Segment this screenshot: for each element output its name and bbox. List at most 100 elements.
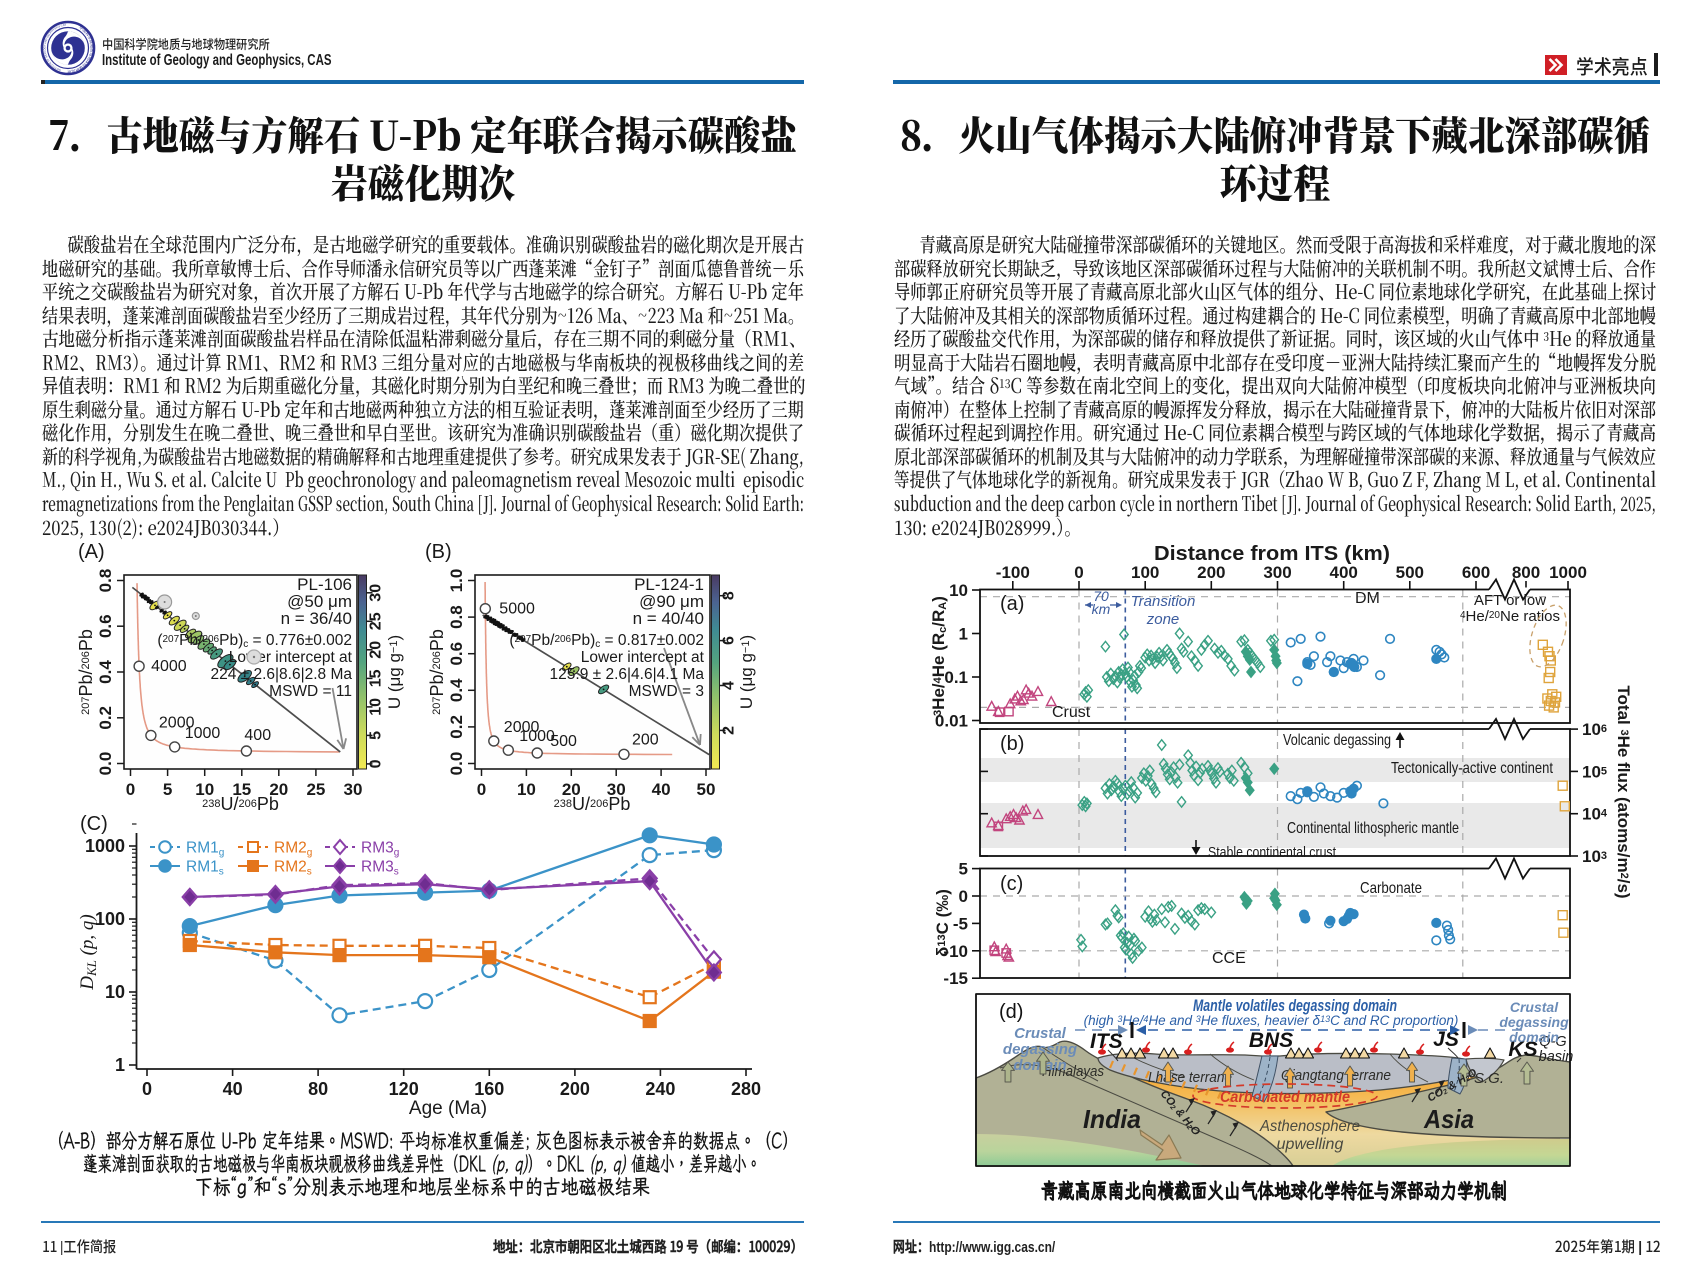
svg-text:India: India bbox=[1083, 1104, 1141, 1134]
svg-text:0.2: 0.2 bbox=[447, 715, 466, 739]
svg-text:Continental lithospheric mantl: Continental lithospheric mantle bbox=[1287, 820, 1459, 837]
svg-text:RM2g: RM2g bbox=[274, 840, 312, 859]
svg-text:0: 0 bbox=[368, 759, 385, 768]
svg-text:Age (Ma): Age (Ma) bbox=[409, 1098, 487, 1119]
svg-text:4000: 4000 bbox=[151, 658, 187, 675]
svg-text:Asia: Asia bbox=[1423, 1104, 1474, 1134]
svg-text:10: 10 bbox=[368, 698, 385, 716]
svg-text:(a): (a) bbox=[1000, 593, 1024, 615]
svg-text:80: 80 bbox=[308, 1079, 328, 1099]
svg-text:0: 0 bbox=[959, 887, 968, 906]
svg-text:3He/4He (Rc/RA): 3He/4He (Rc/RA) bbox=[930, 596, 949, 716]
svg-text:RM1g: RM1g bbox=[186, 840, 224, 859]
svg-text:RM2s: RM2s bbox=[274, 859, 312, 878]
svg-text:50: 50 bbox=[697, 780, 716, 799]
svg-text:DKL (p, q): DKL (p, q) bbox=[77, 914, 99, 991]
svg-text:Mantle volatiles degassing dom: Mantle volatiles degassing domain bbox=[1193, 997, 1397, 1015]
svg-text:0.6: 0.6 bbox=[447, 642, 466, 666]
svg-text:280: 280 bbox=[731, 1079, 761, 1099]
svg-text:10: 10 bbox=[195, 780, 214, 799]
svg-text:(b): (b) bbox=[1000, 733, 1024, 755]
svg-text:Volcanic degassing: Volcanic degassing bbox=[1283, 732, 1391, 749]
svg-text:40: 40 bbox=[223, 1079, 243, 1099]
svg-text:PL-106: PL-106 bbox=[297, 575, 352, 594]
svg-text:10: 10 bbox=[105, 982, 125, 1002]
svg-text:zone: zone bbox=[1146, 611, 1180, 628]
svg-text:238U/206Pb: 238U/206Pb bbox=[554, 794, 631, 814]
svg-text:(207Pb/206Pb)c = 0.776±0.002: (207Pb/206Pb)c = 0.776±0.002 bbox=[157, 632, 352, 650]
svg-text:0.0: 0.0 bbox=[447, 752, 466, 776]
svg-text:0.4: 0.4 bbox=[447, 678, 466, 702]
svg-text:1000: 1000 bbox=[185, 725, 221, 742]
svg-text:5: 5 bbox=[959, 860, 968, 879]
svg-text:1: 1 bbox=[959, 625, 968, 644]
svg-text:105: 105 bbox=[1582, 762, 1607, 781]
svg-text:domain: domain bbox=[1509, 1029, 1559, 1045]
svg-text:upwelling: upwelling bbox=[1277, 1136, 1344, 1153]
svg-text:n = 36/40: n = 36/40 bbox=[281, 609, 352, 628]
svg-text:0.1: 0.1 bbox=[944, 668, 968, 687]
svg-text:2000: 2000 bbox=[504, 719, 540, 736]
svg-text:Asthenosphere: Asthenosphere bbox=[1259, 1118, 1360, 1135]
svg-text:Total 3He flux (atoms/m2/s): Total 3He flux (atoms/m2/s) bbox=[1614, 685, 1633, 898]
svg-text:1000: 1000 bbox=[85, 836, 125, 856]
svg-text:15: 15 bbox=[368, 669, 385, 687]
svg-text:6: 6 bbox=[721, 636, 738, 645]
svg-text:500: 500 bbox=[1396, 563, 1424, 582]
svg-text:CCE: CCE bbox=[1212, 950, 1246, 967]
svg-text:25: 25 bbox=[306, 780, 325, 799]
svg-text:120: 120 bbox=[389, 1079, 419, 1099]
svg-text:Carbonate: Carbonate bbox=[1360, 880, 1422, 897]
svg-text:basin: basin bbox=[1539, 1049, 1574, 1065]
svg-text:RM3g: RM3g bbox=[361, 840, 399, 859]
svg-text:240: 240 bbox=[645, 1079, 675, 1099]
svg-text:MSWD = 3: MSWD = 3 bbox=[629, 683, 704, 700]
svg-text:degassing: degassing bbox=[1499, 1014, 1569, 1030]
svg-text:@90 μm: @90 μm bbox=[639, 592, 704, 611]
svg-text:224 ± 2.6|8.6|2.8 Ma: 224 ± 2.6|8.6|2.8 Ma bbox=[210, 666, 352, 683]
svg-text:103: 103 bbox=[1582, 847, 1607, 866]
svg-text:4: 4 bbox=[721, 681, 738, 690]
svg-text:104: 104 bbox=[1582, 805, 1608, 824]
svg-text:300: 300 bbox=[1263, 563, 1291, 582]
svg-text:-10: -10 bbox=[943, 942, 968, 961]
svg-text:DM: DM bbox=[1355, 590, 1380, 607]
svg-text:125.9 ± 2.6|4.6|4.1 Ma: 125.9 ± 2.6|4.6|4.1 Ma bbox=[550, 666, 705, 683]
svg-text:0: 0 bbox=[126, 780, 135, 799]
svg-text:RM1s: RM1s bbox=[186, 859, 224, 878]
svg-text:0: 0 bbox=[142, 1079, 152, 1099]
svg-text:0.8: 0.8 bbox=[447, 605, 466, 629]
svg-text:n = 40/40: n = 40/40 bbox=[633, 609, 704, 628]
svg-text:U (μg g−1): U (μg g−1) bbox=[737, 635, 756, 709]
svg-text:5: 5 bbox=[368, 731, 385, 740]
svg-text:Stable continental crust: Stable continental crust bbox=[1208, 844, 1337, 861]
svg-text:Crustal: Crustal bbox=[1014, 1025, 1067, 1042]
svg-text:200: 200 bbox=[632, 731, 659, 748]
svg-text:0.0: 0.0 bbox=[96, 752, 115, 776]
svg-text:MSWD = 11: MSWD = 11 bbox=[269, 683, 352, 700]
svg-text:-5: -5 bbox=[953, 914, 968, 933]
svg-text:100: 100 bbox=[95, 909, 125, 929]
svg-text:U (μg g−1): U (μg g−1) bbox=[385, 635, 404, 709]
svg-text:δ13C (‰): δ13C (‰) bbox=[933, 889, 952, 957]
svg-text:0: 0 bbox=[477, 780, 486, 799]
svg-text:Lower intercept at: Lower intercept at bbox=[581, 649, 705, 666]
svg-text:2000: 2000 bbox=[159, 714, 195, 731]
svg-text:5000: 5000 bbox=[499, 601, 535, 618]
svg-text:(c): (c) bbox=[1000, 873, 1023, 895]
svg-text:Qiangtang terrane: Qiangtang terrane bbox=[1281, 1067, 1391, 1084]
svg-text:1: 1 bbox=[115, 1055, 125, 1075]
svg-text:KS: KS bbox=[1508, 1038, 1537, 1061]
svg-text:(high 3He/4He and 3He fluxes,: (high 3He/4He and 3He fluxes, heavier δ1… bbox=[1084, 1013, 1459, 1028]
svg-text:238U/206Pb: 238U/206Pb bbox=[202, 794, 279, 814]
svg-text:RM3s: RM3s bbox=[361, 859, 399, 878]
svg-text:15: 15 bbox=[232, 780, 251, 799]
svg-text:500: 500 bbox=[550, 733, 577, 750]
svg-text:70: 70 bbox=[1093, 588, 1109, 604]
svg-text:Lhase terrane: Lhase terrane bbox=[1148, 1069, 1232, 1086]
svg-text:(A): (A) bbox=[78, 543, 105, 563]
svg-text:0: 0 bbox=[1074, 563, 1083, 582]
svg-text:@50 μm: @50 μm bbox=[287, 592, 352, 611]
svg-text:800: 800 bbox=[1512, 563, 1540, 582]
svg-text:km: km bbox=[1092, 601, 1111, 617]
